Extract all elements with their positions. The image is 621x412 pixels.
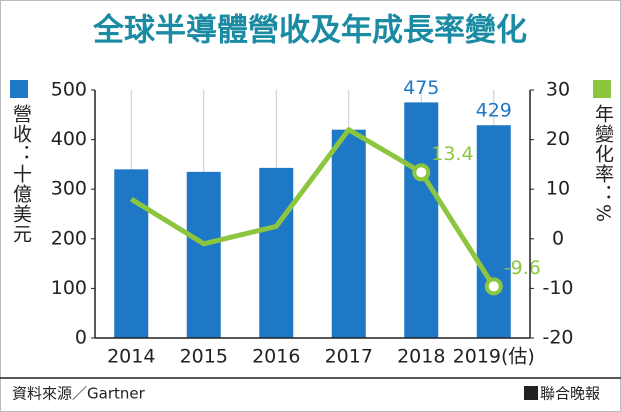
y-tick-label: 400 <box>51 128 87 150</box>
y2-tick-label: 20 <box>546 128 570 150</box>
publisher-icon <box>524 386 538 400</box>
y-axis-label: 營收：十億美元 <box>10 104 32 244</box>
y-tick-label: 100 <box>51 277 87 299</box>
legend-swatch <box>10 80 28 98</box>
line-label: -9.6 <box>504 257 541 279</box>
bar <box>331 129 366 338</box>
bar <box>259 167 294 338</box>
line-marker <box>484 277 503 296</box>
bar-label: 475 <box>403 77 439 99</box>
line-label: 13.4 <box>431 143 473 165</box>
bar <box>186 171 221 338</box>
x-tick-label: 2017 <box>325 346 373 368</box>
x-tick-label: 2018 <box>397 346 445 368</box>
x-tick-label: 2014 <box>107 346 155 368</box>
line-marker <box>412 163 431 182</box>
chart-title: 全球半導體營收及年成長率變化 <box>92 13 527 49</box>
y2-tick-label: -10 <box>542 277 573 299</box>
x-tick-label: 2019(估) <box>453 346 535 368</box>
bar <box>476 125 511 338</box>
y-tick-label: 300 <box>51 178 87 200</box>
x-tick-label: 2016 <box>252 346 300 368</box>
y-tick-label: 200 <box>51 227 87 249</box>
y2-tick-label: -20 <box>542 327 573 349</box>
y2-tick-label: 10 <box>546 178 570 200</box>
y2-tick-label: 0 <box>552 227 564 249</box>
bar <box>404 102 439 339</box>
line <box>129 127 496 288</box>
y2-tick-label: 30 <box>546 79 570 101</box>
y-tick-label: 0 <box>75 327 87 349</box>
y-tick-label: 500 <box>51 79 87 101</box>
bar <box>114 169 149 338</box>
bar-label: 429 <box>476 100 512 122</box>
y2-axis-label: 年變化率：% <box>592 104 614 224</box>
x-tick-label: 2015 <box>180 346 228 368</box>
publisher: 聯合晚報 <box>540 385 600 403</box>
legend-swatch <box>593 80 611 98</box>
source: 資料來源／Gartner <box>12 385 146 403</box>
